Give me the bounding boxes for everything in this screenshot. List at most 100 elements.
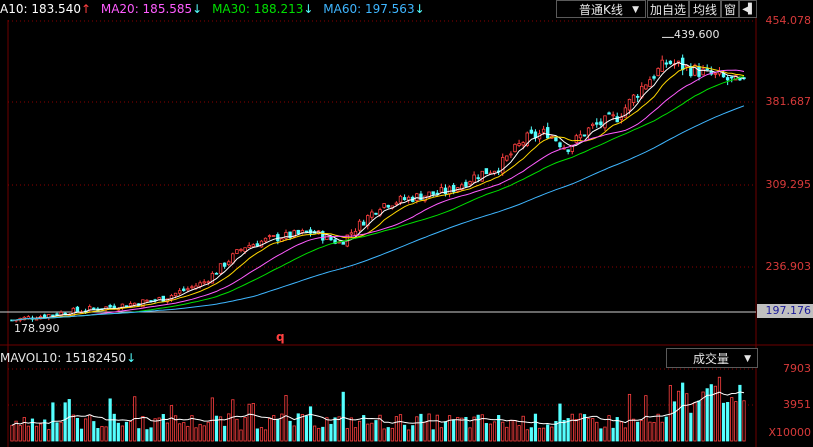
volume-bar [79, 428, 84, 442]
candle-body [300, 230, 305, 233]
volume-bar [452, 419, 456, 442]
ma5-line [11, 62, 745, 321]
candle-body [419, 193, 423, 201]
candle-body [353, 230, 358, 236]
add-watchlist-button[interactable]: 加自选 [647, 0, 689, 18]
volume-bar [349, 417, 354, 442]
candle-body [644, 84, 648, 90]
candle-body [251, 244, 255, 248]
candle-body [59, 311, 63, 317]
volume-bar [631, 418, 636, 442]
volume-bar [627, 393, 632, 442]
volume-bar [206, 421, 210, 442]
indicator-label: 成交量 [693, 352, 730, 366]
volume-bar [492, 421, 497, 442]
volume-bar [26, 425, 30, 442]
candle-body [701, 68, 705, 76]
candle-body [546, 127, 550, 139]
candle-body [190, 286, 194, 289]
candle-body [447, 186, 452, 195]
ma10-arrow: ↑ [80, 2, 92, 16]
event-marker[interactable]: q [276, 330, 285, 344]
candle-body [431, 191, 435, 195]
candle-body [656, 68, 660, 77]
volume-bar [407, 429, 411, 442]
indicator-dropdown[interactable]: 成交量 ▼ [666, 348, 758, 368]
volume-bar [71, 414, 75, 442]
volume-bar [284, 395, 288, 442]
volume-bar [415, 416, 419, 442]
volume-bar [529, 427, 533, 442]
volume-bar [726, 402, 730, 442]
candle-body [423, 195, 427, 202]
candle-body [206, 281, 210, 284]
volume-bar [488, 423, 493, 442]
candle-body [635, 95, 640, 98]
candle-body [521, 142, 525, 146]
candle-body [730, 76, 734, 79]
volume-bar [603, 426, 607, 442]
candle-body [460, 184, 464, 191]
volume-bar [190, 415, 194, 442]
candle-body [603, 115, 607, 129]
candle-body [525, 132, 529, 146]
volume-bar [247, 403, 251, 442]
candle-body [341, 241, 345, 245]
candle-body [689, 66, 693, 77]
volume-bar [157, 417, 161, 442]
candle-body [357, 220, 362, 231]
candle-body [578, 134, 583, 139]
volume-bar [574, 419, 578, 442]
low-annotation: 178.990 [14, 322, 60, 335]
volume-bar [178, 423, 182, 442]
candle-body [202, 281, 206, 284]
candle-body [210, 272, 215, 284]
ma60-arrow: ↓ [414, 2, 425, 16]
volume-bar [570, 413, 574, 442]
volume-bar [435, 414, 439, 442]
ma-settings-button[interactable]: 均线 [689, 0, 721, 18]
candle-body [386, 204, 390, 208]
candle-body [734, 75, 738, 81]
candle-body [554, 137, 558, 142]
volume-bar [100, 426, 104, 442]
volume-bar [427, 413, 431, 442]
ma20-legend: MA20: 185.585↓ [101, 2, 202, 16]
volume-bar [423, 421, 427, 442]
candle-body [590, 123, 595, 127]
volume-bar [198, 423, 202, 442]
volume-bar [676, 390, 681, 442]
price-tick-4: 236.903 [765, 260, 812, 273]
volume-bar [112, 413, 116, 442]
candle-body [292, 230, 296, 238]
volume-bar [443, 421, 448, 442]
volume-bar [116, 422, 120, 442]
volume-bar [75, 418, 80, 442]
chart-type-dropdown[interactable]: 普通K线 ▼ [556, 0, 646, 18]
collapse-panel-button[interactable]: ◀▌ [739, 0, 757, 18]
volume-bar [370, 422, 374, 442]
volume-bar [231, 399, 235, 442]
candle-body [235, 249, 239, 254]
candle-body [186, 288, 190, 291]
volume-bar [587, 418, 591, 442]
mavol-line [11, 391, 745, 426]
volume-bar [120, 425, 125, 442]
candle-body [198, 282, 202, 287]
candle-body [284, 231, 288, 239]
volume-bar [47, 429, 51, 442]
chevron-down-icon: ▼ [632, 5, 639, 15]
volume-bar [644, 395, 648, 442]
volume-bar [362, 415, 366, 442]
window-button[interactable]: 窗 [721, 0, 739, 18]
ma20-arrow: ↓ [192, 2, 203, 16]
volume-bar [268, 418, 272, 442]
volume-bar [460, 417, 464, 442]
candle-body [533, 131, 538, 139]
mavol-legend: MAVOL10: 15182450↓ [0, 351, 136, 365]
volume-bar [96, 428, 100, 442]
volume-bar [88, 414, 92, 442]
candle-body [272, 235, 276, 237]
ma20-value: MA20: 185.585 [100, 2, 193, 16]
